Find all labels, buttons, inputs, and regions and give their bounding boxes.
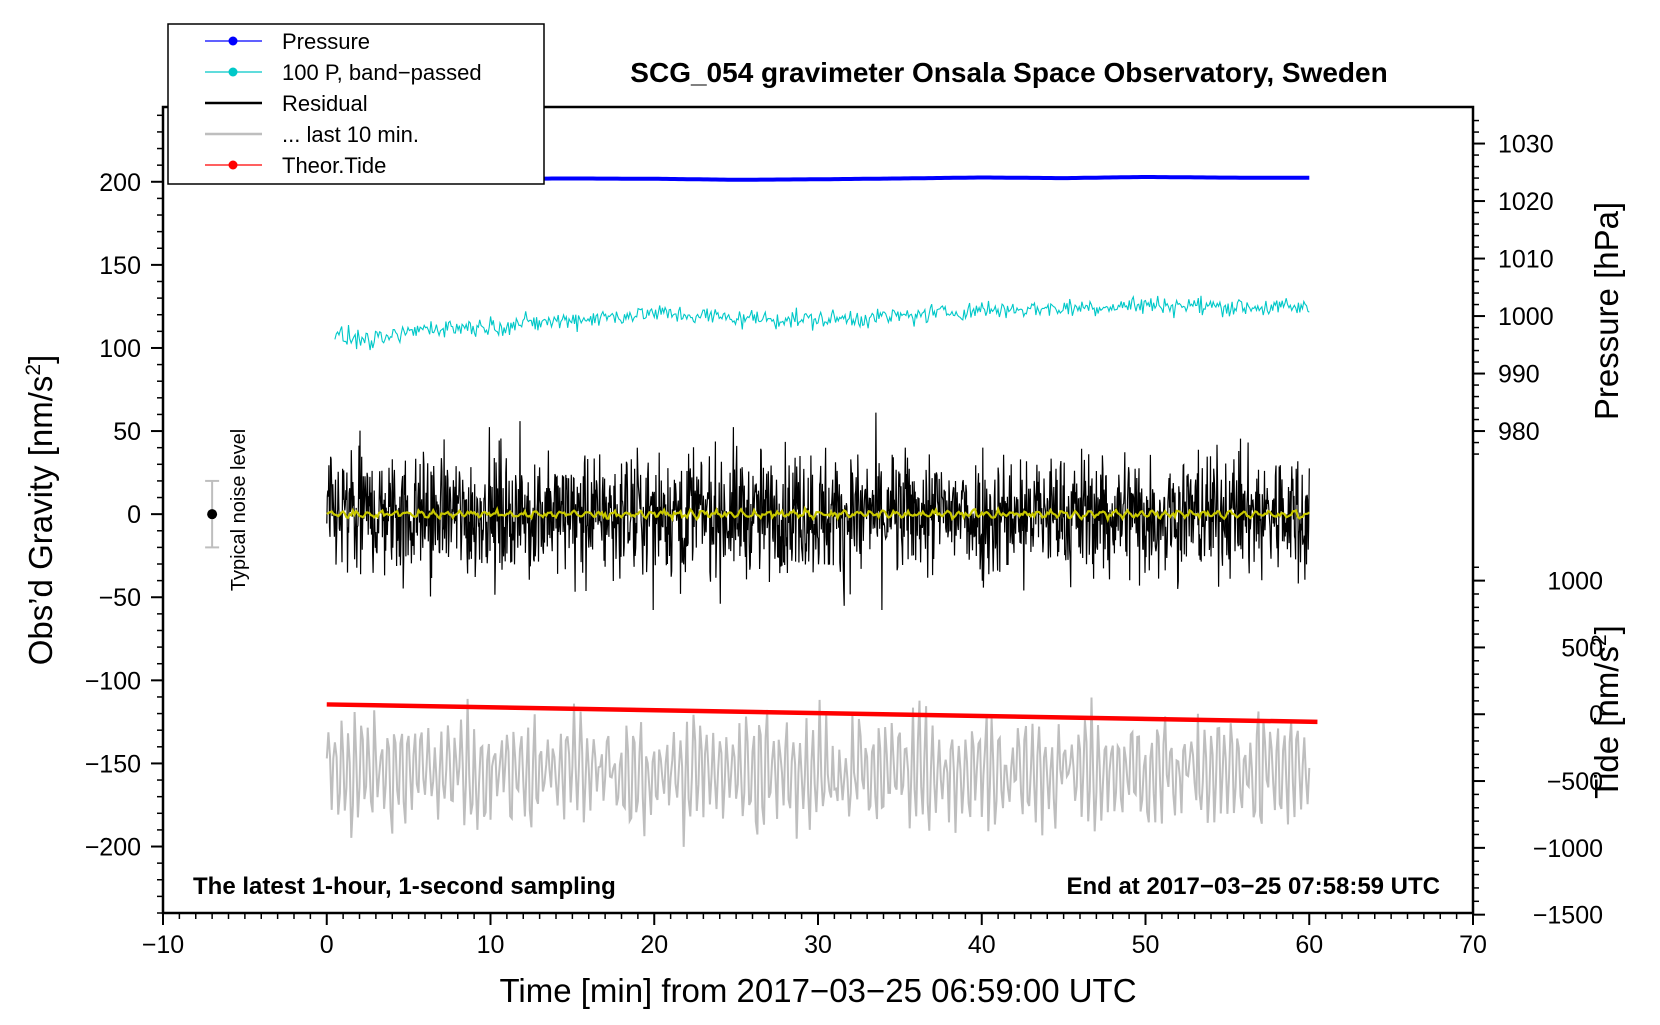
x-tick-label: 30 xyxy=(804,931,832,959)
tide-tick-label: 0 xyxy=(1589,701,1603,729)
series-residual xyxy=(326,412,1310,611)
noise-bar-center-dot xyxy=(207,509,218,520)
y-tick-label: −100 xyxy=(85,667,141,695)
series-smoothed-residual xyxy=(326,505,1310,523)
pressure-tick-label: 1030 xyxy=(1498,131,1554,159)
pressure-tick-label: 1020 xyxy=(1498,188,1554,216)
legend-label: Theor.Tide xyxy=(282,153,386,178)
legend-marker-4 xyxy=(228,160,238,170)
x-tick-label: 50 xyxy=(1132,931,1160,959)
tide-tick-label: −500 xyxy=(1547,768,1603,796)
y-tick-label: −150 xyxy=(85,750,141,778)
y-axis-title-left-end: ] xyxy=(22,355,59,364)
series-layer xyxy=(325,175,1318,847)
x-tick-label: 40 xyxy=(968,931,996,959)
legend-label: Pressure xyxy=(282,29,370,54)
y-tick-label: 0 xyxy=(127,501,141,529)
tide-tick-label: 1000 xyxy=(1547,568,1603,596)
x-tick-label: 10 xyxy=(477,931,505,959)
series-last-10-min xyxy=(325,697,1311,847)
legend-label: ... last 10 min. xyxy=(282,122,419,147)
tide-tick-label: 500 xyxy=(1561,634,1603,662)
annotation-sampling: The latest 1-hour, 1-second sampling xyxy=(193,873,616,900)
y-tick-label: −50 xyxy=(99,584,141,612)
pressure-tick-label: 1010 xyxy=(1498,246,1554,274)
y-axis-title-tide: Tide [nm/s2] xyxy=(1588,625,1625,799)
y-axis-title-tide-sup: 2 xyxy=(1588,634,1611,646)
annotation-end-time: End at 2017−03−25 07:58:59 UTC xyxy=(1066,873,1440,900)
noise-indicator: Typical noise level xyxy=(205,429,250,591)
legend-label: Residual xyxy=(282,91,368,116)
y-axis-title-left-main: Obs’d Gravity [nm/s xyxy=(22,376,59,666)
tide-tick-label: −1500 xyxy=(1533,902,1603,930)
y-tick-label: 50 xyxy=(113,418,141,446)
x-tick-label: 20 xyxy=(640,931,668,959)
chart-title: SCG_054 gravimeter Onsala Space Observat… xyxy=(630,57,1387,88)
legend-items: Pressure 100 P, band−passed Residual ... la… xyxy=(205,29,482,178)
legend-label: 100 P, band−passed xyxy=(282,60,482,85)
x-tick-label: 60 xyxy=(1295,931,1323,959)
series-band-passed-pressure xyxy=(334,295,1310,351)
y-axis-title-pressure: Pressure [hPa] xyxy=(1588,202,1625,420)
ticks-layer: −10 0 10 20 30 40 50 60 70200150100500−50−100−15… xyxy=(85,114,1603,959)
y-axis-title-tide-end: ] xyxy=(1588,625,1625,634)
legend-marker-0 xyxy=(228,36,238,46)
pressure-tick-label: 990 xyxy=(1498,361,1540,389)
y-tick-label: 150 xyxy=(99,252,141,280)
pressure-tick-label: 980 xyxy=(1498,418,1540,446)
pressure-tick-label: 1000 xyxy=(1498,303,1554,331)
y-tick-label: −200 xyxy=(85,834,141,862)
x-tick-label: −10 xyxy=(142,931,184,959)
x-tick-label: 0 xyxy=(320,931,334,959)
x-tick-label: 70 xyxy=(1459,931,1487,959)
y-axis-title-tide-main: Tide [nm/s xyxy=(1588,646,1625,799)
tide-tick-label: −1000 xyxy=(1533,835,1603,863)
y-axis-title-left: Obs’d Gravity [nm/s2] xyxy=(22,355,59,666)
series-theoretical-tide xyxy=(326,702,1318,725)
legend-marker-1 xyxy=(228,67,238,77)
noise-level-label: Typical noise level xyxy=(228,429,250,591)
legend: Pressure 100 P, band−passed Residual ... la… xyxy=(167,23,545,185)
y-axis-title-left-sup: 2 xyxy=(22,364,45,376)
x-axis-title: Time [min] from 2017−03−25 06:59:00 UTC xyxy=(499,972,1136,1009)
y-tick-label: 200 xyxy=(99,169,141,197)
y-tick-label: 100 xyxy=(99,335,141,363)
